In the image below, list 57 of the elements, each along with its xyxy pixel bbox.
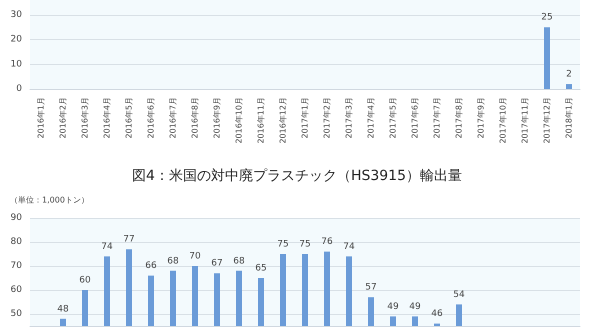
y-tick-label: 90	[10, 213, 22, 223]
x-tick-label: 2017年7月	[432, 97, 442, 138]
x-tick-label: 2017年11月	[520, 97, 530, 144]
data-label: 75	[277, 240, 289, 250]
y-tick-label: 80	[10, 237, 22, 247]
data-label: 70	[189, 252, 201, 262]
x-tick-label: 2017年2月	[322, 97, 332, 138]
x-tick-label: 2016年8月	[190, 97, 200, 138]
x-tick-label: 2018年1月	[564, 97, 574, 138]
y-tick-label: 0	[16, 84, 22, 94]
data-label: 2	[566, 70, 572, 80]
x-tick-label: 2016年10月	[234, 97, 244, 144]
data-label: 25	[541, 12, 553, 23]
x-tick-label: 2016年2月	[58, 97, 68, 138]
x-tick-label: 2016年3月	[80, 97, 90, 138]
x-tick-label: 2016年6月	[146, 97, 156, 138]
x-tick-label: 2017年4月	[366, 97, 376, 138]
x-tick-label: 2017年8月	[454, 97, 464, 138]
y-tick-label: 70	[10, 261, 22, 271]
x-tick-label: 2016年1月	[36, 97, 46, 138]
y-tick-label: 10	[10, 59, 22, 70]
data-label: 77	[123, 234, 135, 245]
x-tick-label: 2016年11月	[256, 97, 266, 144]
data-label: 74	[343, 242, 355, 252]
x-tick-label: 2016年12月	[278, 97, 288, 144]
x-tick-label: 2016年9月	[212, 97, 222, 138]
y-tick-label: 30	[10, 10, 22, 20]
data-label: 54	[453, 290, 465, 300]
x-tick-label: 2017年6月	[410, 97, 420, 138]
data-label: 60	[79, 276, 91, 286]
y-axis-title: （単位：1,000トン）	[10, 196, 89, 204]
x-tick-label: 2017年5月	[388, 97, 398, 138]
x-tick-label: 2017年3月	[344, 97, 354, 138]
data-label: 46	[431, 309, 443, 320]
data-label: 65	[255, 264, 267, 274]
data-label: 68	[167, 256, 179, 266]
y-tick-label: 50	[10, 309, 22, 319]
data-label: 66	[145, 261, 157, 272]
data-label: 74	[101, 242, 113, 252]
data-label: 76	[321, 237, 333, 248]
x-tick-label: 2017年10月	[498, 97, 508, 144]
data-label: 67	[211, 258, 223, 269]
data-label: 75	[299, 240, 311, 250]
x-tick-label: 2017年9月	[476, 97, 486, 138]
data-label: 49	[387, 302, 399, 312]
x-tick-label: 2016年7月	[168, 97, 178, 138]
y-tick-label: 20	[10, 34, 22, 45]
chart-title: 図4：米国の対中廃プラスチック（HS3915）輸出量	[132, 168, 462, 184]
x-tick-label: 2017年1月	[300, 97, 310, 138]
data-label: 48	[57, 304, 69, 314]
y-tick-label: 60	[10, 285, 22, 295]
data-label: 49	[409, 302, 421, 312]
x-tick-label: 2017年12月	[542, 97, 552, 144]
data-label: 68	[233, 256, 245, 266]
x-tick-label: 2016年4月	[102, 97, 112, 138]
x-tick-label: 2016年5月	[124, 97, 134, 138]
data-label: 57	[365, 282, 377, 293]
